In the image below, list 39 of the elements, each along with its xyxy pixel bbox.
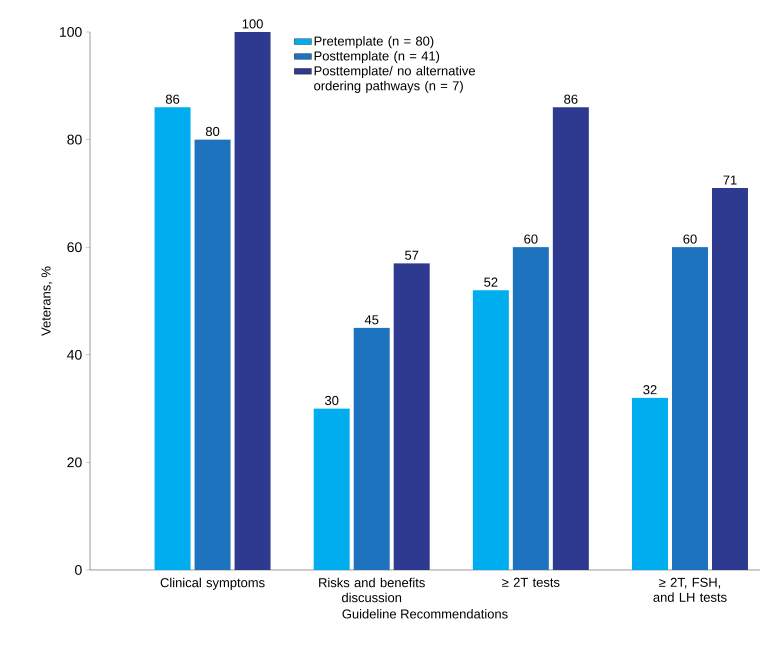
bar: [552, 107, 589, 570]
bar: [712, 188, 748, 570]
data-label: 32: [643, 385, 657, 394]
data-label: 86: [166, 94, 180, 104]
y-tick-label: 20: [67, 457, 82, 468]
y-tick-label: 100: [60, 27, 82, 37]
data-label: 71: [723, 176, 737, 184]
legend-label: Pretemplate (n = 80): [314, 36, 434, 48]
y-axis-title: Veterans, %: [41, 266, 52, 336]
y-tick-label: 80: [67, 134, 82, 145]
legend-label: Posttemplate/ no alternative ordering pathways (n = 7): [314, 66, 475, 93]
data-label: 30: [324, 396, 338, 406]
y-tick-label: 60: [67, 242, 82, 252]
x-tick-label: ≥ 2T tests: [502, 578, 560, 587]
bar: [234, 32, 271, 570]
data-label: 60: [683, 234, 697, 244]
data-label: 57: [405, 250, 418, 260]
x-tick-label: Risks and benefits discussion: [319, 578, 425, 602]
bar: [672, 247, 708, 570]
x-tick-label: ≥ 2T, FSH, and LH tests: [653, 578, 727, 602]
data-label: 100: [242, 19, 263, 28]
x-tick-label: Clinical symptoms: [160, 578, 265, 590]
bar: [314, 408, 350, 570]
bar: [472, 290, 509, 570]
x-axis-title: Guideline Recommendations: [342, 609, 508, 619]
data-label: 60: [524, 234, 538, 244]
bar: [194, 140, 231, 570]
legend-label: Posttemplate (n = 41): [314, 51, 440, 64]
bar: [354, 328, 390, 570]
bar: [154, 107, 191, 570]
y-tick-label: 0: [75, 565, 82, 575]
data-label: 80: [206, 126, 220, 136]
data-label: 86: [564, 94, 578, 104]
bar: [632, 398, 668, 570]
bar: [512, 247, 549, 570]
y-tick-label: 40: [67, 350, 82, 360]
data-label: 52: [484, 278, 498, 287]
data-label: 45: [364, 315, 378, 324]
bar: [394, 263, 430, 570]
